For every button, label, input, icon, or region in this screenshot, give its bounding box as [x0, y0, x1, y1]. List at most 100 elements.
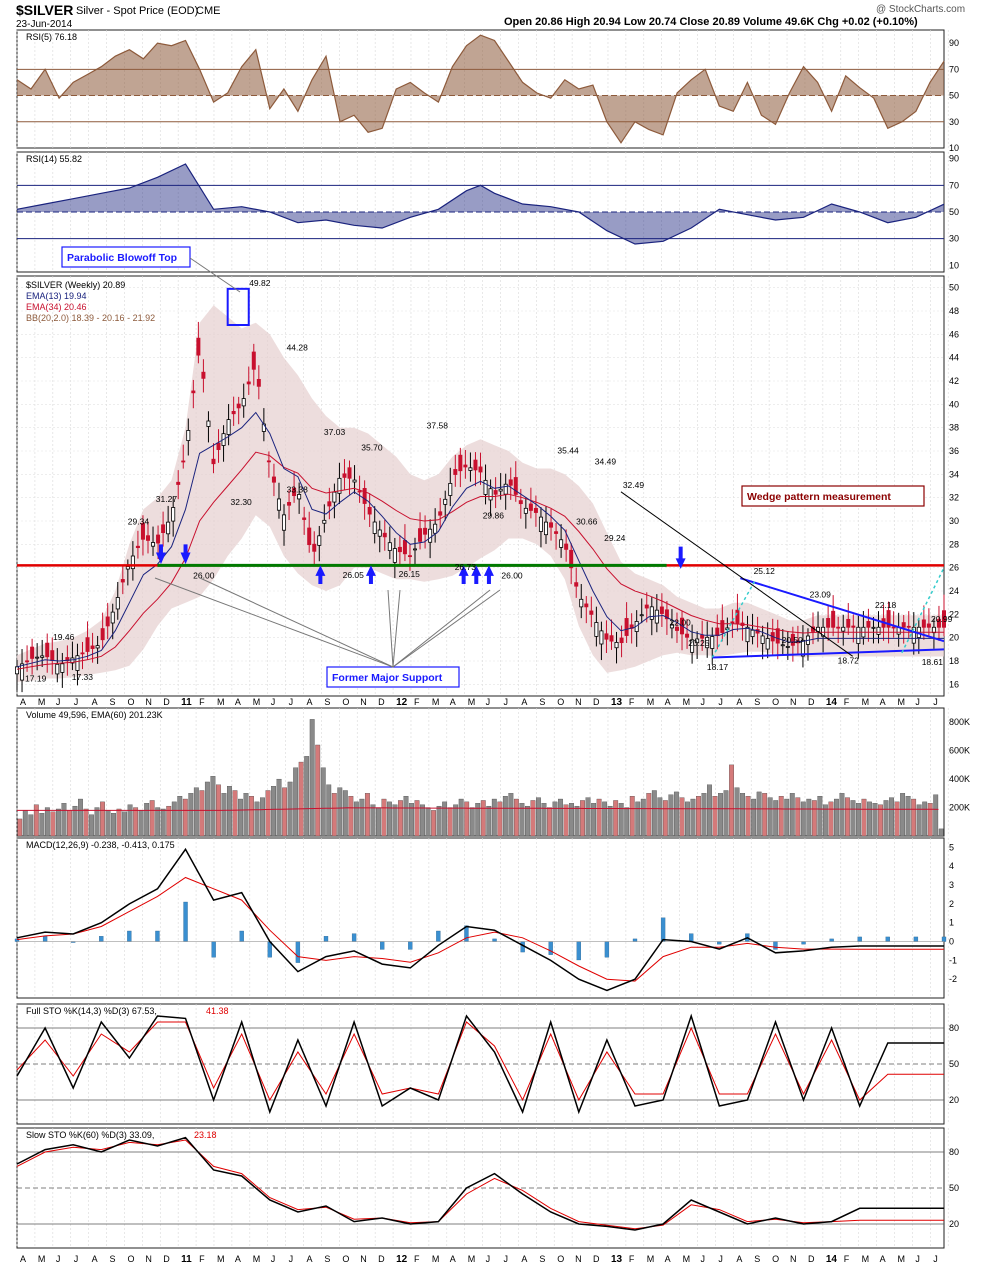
- price-candle-body: [377, 529, 382, 537]
- macd-histogram-bar: [127, 930, 132, 942]
- volume-bar: [61, 803, 67, 837]
- support-callout-pointer: [392, 589, 501, 668]
- x-axis-month-label: S: [324, 697, 330, 707]
- volume-bar: [811, 800, 817, 837]
- price-candle-body: [906, 625, 911, 628]
- volume-bar: [723, 790, 729, 837]
- price-point-label: 26.00: [193, 571, 215, 581]
- price-candle-body: [674, 626, 679, 631]
- volume-bar: [353, 801, 359, 837]
- x-axis-month-label-bottom: A: [20, 1254, 26, 1264]
- volume-bar: [806, 798, 812, 837]
- rsi14-ytick-label: 70: [949, 180, 959, 190]
- price-candle-body: [710, 636, 715, 649]
- volume-bar: [89, 814, 94, 837]
- price-candle-body: [14, 666, 19, 675]
- price-candle-body: [271, 476, 276, 483]
- x-axis-month-label: M: [38, 697, 46, 707]
- volume-bar: [833, 798, 839, 837]
- volume-bar: [894, 801, 900, 837]
- price-candle-body: [549, 522, 554, 528]
- volume-bar: [569, 803, 574, 837]
- x-axis-month-label-bottom: M: [217, 1254, 225, 1264]
- price-candle-body: [498, 488, 503, 492]
- price-candle-body: [523, 507, 528, 514]
- price-candle-body: [745, 626, 750, 643]
- price-candle-body: [50, 650, 55, 661]
- volume-bar: [513, 798, 519, 837]
- macd-histogram-bar: [941, 936, 947, 942]
- volume-bar: [905, 796, 911, 837]
- price-candle-body: [901, 622, 906, 628]
- price-candle-body: [120, 579, 125, 583]
- price-candle-body: [644, 604, 649, 609]
- price-candle-body: [559, 539, 564, 548]
- rsi5-ytick-label: 90: [949, 38, 959, 48]
- x-axis-month-label: A: [521, 697, 527, 707]
- volume-bar: [364, 793, 370, 837]
- x-axis-month-label-bottom: M: [647, 1254, 655, 1264]
- price-candle-body: [115, 597, 120, 610]
- price-candle-body: [357, 490, 362, 493]
- volume-bar: [282, 787, 288, 837]
- volume-bar: [320, 767, 326, 837]
- volume-bar: [878, 804, 883, 837]
- price-point-label: 31.27: [156, 494, 178, 504]
- volume-bar: [50, 811, 56, 837]
- volume-ytick-label: 800K: [949, 717, 970, 727]
- volume-bar: [536, 797, 541, 837]
- volume-bar: [607, 805, 613, 837]
- price-point-label: 25.12: [754, 566, 776, 576]
- x-axis-month-label: S: [110, 697, 116, 707]
- x-axis-month-label: J: [718, 697, 723, 707]
- x-axis-month-label: J: [701, 697, 706, 707]
- price-candle-body: [191, 390, 196, 394]
- support-bounce-arrow: [180, 544, 191, 565]
- x-axis-month-label: 13: [611, 697, 623, 708]
- price-ytick-label: 40: [949, 399, 959, 409]
- price-candle-body: [478, 466, 483, 473]
- volume-bar: [541, 803, 547, 837]
- volume-bar: [502, 796, 508, 837]
- x-axis-month-label: A: [665, 697, 671, 707]
- macd-ytick-label: 3: [949, 880, 954, 890]
- rsi5-line: [16, 34, 945, 144]
- price-candle-body: [135, 545, 140, 549]
- price-candle-body: [554, 531, 559, 534]
- slowsto-ytick-label: 20: [949, 1219, 959, 1229]
- price-candle-body: [347, 467, 352, 479]
- volume-bar: [403, 796, 409, 837]
- price-candle-body: [473, 459, 478, 471]
- rsi5-area: [17, 35, 944, 143]
- support-bounce-arrow: [458, 565, 469, 584]
- price-candle-body: [775, 628, 780, 644]
- price-candle-body: [362, 488, 367, 504]
- wedge-lower-line: [712, 648, 945, 659]
- x-axis-month-label-bottom: 11: [181, 1254, 192, 1265]
- x-axis-month-label-bottom: J: [504, 1254, 509, 1264]
- x-axis-month-label: 14: [826, 697, 838, 708]
- price-point-label: 34.49: [595, 457, 617, 467]
- volume-bar: [685, 801, 690, 837]
- x-axis-month-label-bottom: A: [521, 1254, 527, 1264]
- volume-bar: [199, 790, 205, 837]
- volume-bar: [773, 800, 779, 837]
- price-candle-body: [765, 638, 770, 650]
- price-candle-body: [715, 627, 720, 637]
- x-axis-month-label-bottom: D: [163, 1254, 170, 1264]
- price-candle-body: [760, 635, 765, 644]
- price-candle-body: [493, 490, 498, 495]
- price-candle-body: [196, 337, 201, 356]
- rsi5-ytick-label: 70: [949, 64, 959, 74]
- price-point-label: 17.19: [25, 673, 47, 683]
- price-candle-body: [831, 610, 836, 628]
- price-candle-body: [30, 646, 35, 659]
- price-candle-body: [669, 624, 674, 629]
- x-axis-month-label-bottom: O: [342, 1254, 349, 1264]
- volume-bar: [491, 798, 497, 837]
- blowoff-box: [226, 287, 250, 327]
- macd-ytick-label: -1: [949, 955, 957, 965]
- x-axis-month-label: J: [486, 697, 491, 707]
- wedge-upper-line: [740, 577, 945, 643]
- price-candle-body: [443, 498, 448, 505]
